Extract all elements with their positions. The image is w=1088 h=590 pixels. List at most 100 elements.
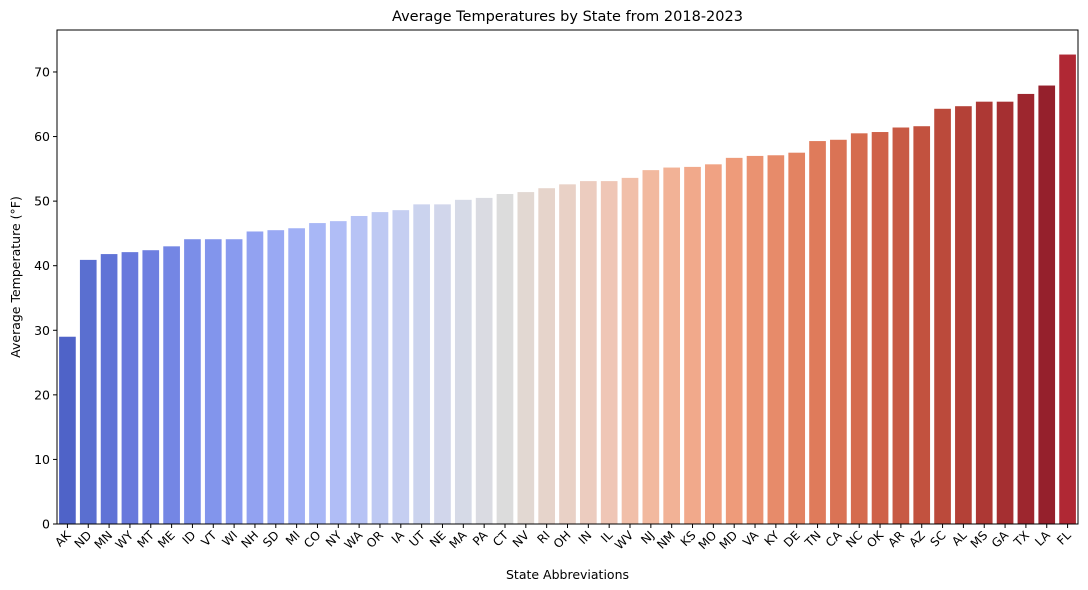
y-tick-label: 10 <box>34 452 50 467</box>
chart-title: Average Temperatures by State from 2018-… <box>392 9 743 25</box>
bar-id <box>184 239 201 525</box>
bar-vt <box>204 239 222 525</box>
x-tick-label: SC <box>927 528 948 549</box>
bar-nd <box>79 259 97 524</box>
bar-sd <box>267 230 285 524</box>
bar-ms <box>975 101 993 524</box>
x-tick-label: MA <box>446 528 470 552</box>
bar-co <box>309 223 326 524</box>
x-tick-label: NJ <box>638 528 657 547</box>
x-tick-label: OR <box>364 528 386 550</box>
bar-ok <box>871 132 889 525</box>
bar-nc <box>850 133 868 525</box>
bar-il <box>600 181 618 524</box>
bar-ky <box>767 155 785 524</box>
x-tick-label: KY <box>762 528 783 549</box>
x-tick-label: NE <box>427 528 449 550</box>
bar-oh <box>559 184 576 524</box>
x-tick-label: WV <box>612 528 637 553</box>
x-tick-label: MI <box>283 528 303 548</box>
x-tick-label: PA <box>470 528 491 549</box>
x-tick-label: MN <box>92 528 116 552</box>
bar-or <box>371 212 389 524</box>
bar-ne <box>434 204 451 524</box>
bar-mt <box>142 250 160 525</box>
y-tick-label: 0 <box>42 517 50 532</box>
x-tick-label: RI <box>534 528 552 546</box>
bar-sc <box>934 108 951 524</box>
x-tick-label: AR <box>885 528 907 550</box>
bar-tn <box>809 141 826 524</box>
bar-az <box>913 126 931 525</box>
bar-al <box>955 106 972 524</box>
x-tick-label: NY <box>323 528 345 550</box>
x-tick-label: IN <box>576 528 595 547</box>
x-tick-label: TN <box>802 528 824 550</box>
x-tick-label: TX <box>1010 528 1032 550</box>
y-tick-label: 30 <box>34 323 50 338</box>
bar-tx <box>1017 93 1035 524</box>
bar-wy <box>121 252 139 525</box>
x-tick-label: NV <box>510 528 533 551</box>
x-tick-label: FL <box>1054 528 1074 548</box>
x-tick-label: VA <box>740 528 762 550</box>
x-tick-label: CO <box>301 528 324 551</box>
bar-ar <box>892 127 910 525</box>
x-tick-label: MD <box>717 528 741 552</box>
bar-nh <box>246 231 264 525</box>
bar-ga <box>996 101 1014 524</box>
x-tick-label: VT <box>199 528 220 549</box>
x-tick-label: WA <box>342 528 366 552</box>
bar-nv <box>517 192 535 524</box>
x-tick-label: DE <box>781 528 803 550</box>
y-tick-label: 60 <box>34 129 50 144</box>
bar-mi <box>288 228 305 524</box>
bar-in <box>580 181 597 524</box>
x-tick-label: KS <box>678 528 699 549</box>
x-tick-label: MT <box>134 528 157 551</box>
x-tick-label: WI <box>219 528 240 549</box>
bar-ut <box>413 204 430 524</box>
x-tick-label: UT <box>406 528 428 550</box>
bar-nj <box>642 170 660 524</box>
bar-nm <box>663 167 681 524</box>
x-tick-label: AZ <box>906 528 928 550</box>
x-tick-label: MO <box>696 528 720 552</box>
x-tick-label: CT <box>490 528 511 549</box>
x-tick-label: MS <box>968 528 991 551</box>
plot-frame <box>56 29 1079 525</box>
bar-va <box>746 155 764 524</box>
bar-fl <box>1059 54 1076 524</box>
bar-ks <box>684 166 701 524</box>
x-tick-label: AK <box>52 527 74 549</box>
bar-mo <box>705 164 722 524</box>
bar-wa <box>350 215 368 524</box>
x-tick-label: CA <box>823 528 845 550</box>
y-axis-label: Average Temperature (°F) <box>8 196 23 358</box>
bar-ny <box>329 221 347 524</box>
x-tick-label: SD <box>260 528 282 550</box>
bar-ak <box>59 336 76 524</box>
bar-me <box>163 246 180 525</box>
bar-pa <box>475 197 493 524</box>
bar-ia <box>392 210 410 524</box>
bar-la <box>1038 85 1056 524</box>
x-tick-label: OH <box>551 528 574 551</box>
x-tick-label: NH <box>238 528 261 551</box>
bar-mn <box>100 254 118 525</box>
x-tick-label: GA <box>989 528 1012 551</box>
x-tick-label: OK <box>864 527 887 550</box>
y-tick-label: 70 <box>34 64 50 79</box>
x-axis-label: State Abbreviations <box>506 567 629 582</box>
y-tick-label: 40 <box>34 258 50 273</box>
bar-wi <box>225 239 243 525</box>
x-tick-label: ME <box>155 528 178 551</box>
bar-md <box>725 157 743 524</box>
y-tick-label: 20 <box>34 387 50 402</box>
x-tick-label: NM <box>654 528 678 552</box>
x-tick-label: LA <box>1032 528 1053 549</box>
y-tick-label: 50 <box>34 194 50 209</box>
x-tick-label: IA <box>389 528 408 547</box>
